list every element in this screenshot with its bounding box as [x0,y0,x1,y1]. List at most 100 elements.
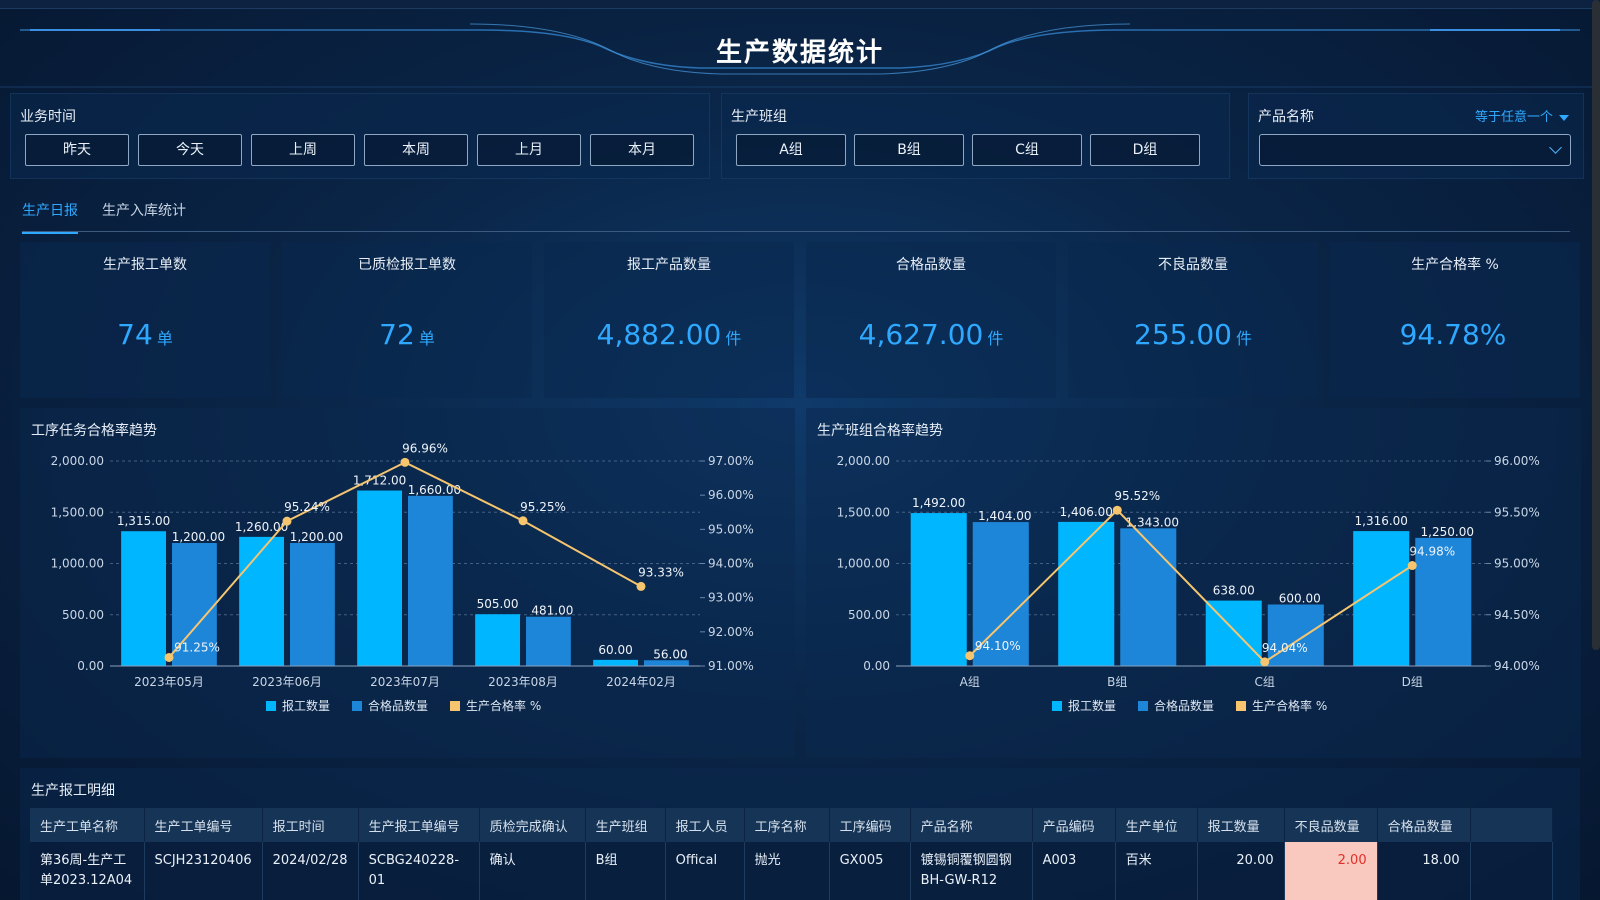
column-header[interactable]: 生产单位 [1115,808,1198,842]
time-option-this-week[interactable]: 本周 [364,134,468,166]
time-option-this-month[interactable]: 本月 [590,134,694,166]
kpi-label: 不良品数量 [1158,257,1228,273]
y-right-tick-label: 92.00% [708,625,754,639]
filter-product: 产品名称 等于任意一个 [1248,93,1584,179]
line-point [1112,505,1122,515]
time-option-yesterday[interactable]: 昨天 [25,134,129,166]
y-right-tick-label: 94.00% [708,557,754,571]
operator-select[interactable]: 等于任意一个 [1475,106,1569,125]
column-header[interactable]: 报工时间 [262,808,359,842]
legend-swatch [266,701,276,711]
bar-data-label: 600.00 [1279,592,1321,606]
filter-label: 业务时间 [20,109,76,125]
y-right-tick-label: 97.00% [708,454,754,468]
kpi-card-qualified-quantity: 合格品数量 4,627.00 件 [806,242,1056,398]
team-option-a[interactable]: A组 [736,134,846,166]
kpi-value: 4,882.00 件 [544,318,794,351]
x-tick-label: A组 [960,675,980,689]
cell-report-no: SCBG240228-01 [358,842,480,900]
time-option-today[interactable]: 今天 [138,134,242,166]
y-right-tick-label: 94.50% [1494,608,1540,622]
y-right-tick-label: 91.00% [708,659,754,673]
kpi-number: 4,627.00 [858,318,984,351]
column-header[interactable]: 生产工单编号 [144,808,263,842]
column-header[interactable]: 报工人员 [665,808,745,842]
table-title: 生产报工明细 [31,783,115,799]
line-data-label: 94.98% [1409,545,1455,559]
line-pass-rate [969,508,1413,664]
tab-production-daily[interactable]: 生产日报 [22,200,78,234]
column-header[interactable]: 产品名称 [910,808,1033,842]
bar-data-label: 60.00 [598,643,632,657]
line-data-label: 94.10% [975,639,1021,653]
kpi-number: 94.78% [1399,318,1507,351]
bar-qualified-qty [1267,604,1324,666]
kpi-label: 报工产品数量 [627,257,711,273]
column-header[interactable]: 工序编码 [829,808,911,842]
team-option-d[interactable]: D组 [1090,134,1200,166]
kpi-unit: 件 [1235,329,1252,348]
column-header[interactable]: 生产报工单编号 [358,808,480,842]
bar-report-qty [593,659,638,666]
column-header[interactable]: 报工数量 [1197,808,1285,842]
column-header[interactable]: 不良品数量 [1284,808,1378,842]
window-top-bar [0,0,1600,9]
legend-swatch [1138,701,1148,711]
chart-svg: 0.00 500.00 1,000.00 1,500.00 2,000.00 91.00%… [51,441,754,713]
line-data-label: 93.33% [638,565,684,579]
y-right-tick-label: 94.00% [1494,659,1540,673]
cell-qc-confirm: 确认 [479,842,586,900]
y-left-tick-label: 1,000.00 [837,557,890,571]
kpi-number: 74 [117,318,153,351]
cell-qualified-qty: 18.00 [1377,842,1471,900]
legend-swatch [450,701,460,711]
y-right-tick-label: 93.00% [708,591,754,605]
filter-team: 生产班组 A组 B组 C组 D组 [721,93,1230,179]
table-header-row: 生产工单名称 生产工单编号 报工时间 生产报工单编号 质检完成确认 生产班组 报… [30,808,1553,842]
bar-data-label: 1,492.00 [912,496,965,510]
bar-report-qty [475,614,520,666]
time-option-last-week[interactable]: 上周 [251,134,355,166]
bar-qualified-qty [1415,537,1472,666]
chart-process-pass-rate: 工序任务合格率趋势 0.00 500.00 1,000.00 1,500.00 2,00… [20,408,795,758]
kpi-card-report-orders: 生产报工单数 74 单 [20,242,270,398]
kpi-card-reported-quantity: 报工产品数量 4,882.00 件 [544,242,794,398]
x-tick-label: 2023年08月 [488,675,558,689]
line-data-label: 95.25% [520,500,566,514]
report-detail-table: 生产工单名称 生产工单编号 报工时间 生产报工单编号 质检完成确认 生产班组 报… [30,808,1553,900]
tab-production-storage[interactable]: 生产入库统计 [102,203,186,219]
time-option-last-month[interactable]: 上月 [477,134,581,166]
team-option-b[interactable]: B组 [854,134,964,166]
bar-data-label: 1,200.00 [290,530,343,544]
legend-swatch [352,701,362,711]
column-header[interactable]: 工序名称 [744,808,830,842]
bar-data-label: 1,250.00 [1421,525,1474,539]
page-title: 生产数据统计 [715,38,884,68]
team-option-c[interactable]: C组 [972,134,1082,166]
x-tick-label: B组 [1107,675,1127,689]
kpi-label: 已质检报工单数 [358,257,456,273]
column-header[interactable]: 产品编码 [1032,808,1116,842]
product-dropdown[interactable] [1259,134,1571,166]
column-header[interactable]: 合格品数量 [1377,808,1471,842]
chart-svg: 0.00 500.00 1,000.00 1,500.00 2,000.00 94.00%… [837,454,1540,713]
x-tick-label: 2023年05月 [134,675,204,689]
bar-data-label: 1,200.00 [172,530,225,544]
page-scrollbar[interactable] [1592,0,1600,650]
table-row[interactable]: 第36周-生产工单2023.12A04 SCJH23120406 2024/02… [30,842,1553,900]
kpi-unit: 单 [156,329,173,348]
bar-report-qty [121,531,166,666]
kpi-number: 72 [379,318,415,351]
column-header[interactable]: 质检完成确认 [479,808,586,842]
kpi-unit: 件 [987,329,1004,348]
bar-qualified-qty [644,660,689,666]
y-left-tick-label: 1,500.00 [51,505,104,519]
column-header[interactable]: 生产工单名称 [30,808,145,842]
chart-title: 工序任务合格率趋势 [31,423,157,439]
column-header[interactable]: 生产班组 [585,808,666,842]
line-point [164,652,174,662]
line-point [518,516,528,526]
x-tick-label: 2023年06月 [252,675,322,689]
kpi-card-inspected-orders: 已质检报工单数 72 单 [282,242,532,398]
line-data-label: 94.04% [1262,641,1308,655]
